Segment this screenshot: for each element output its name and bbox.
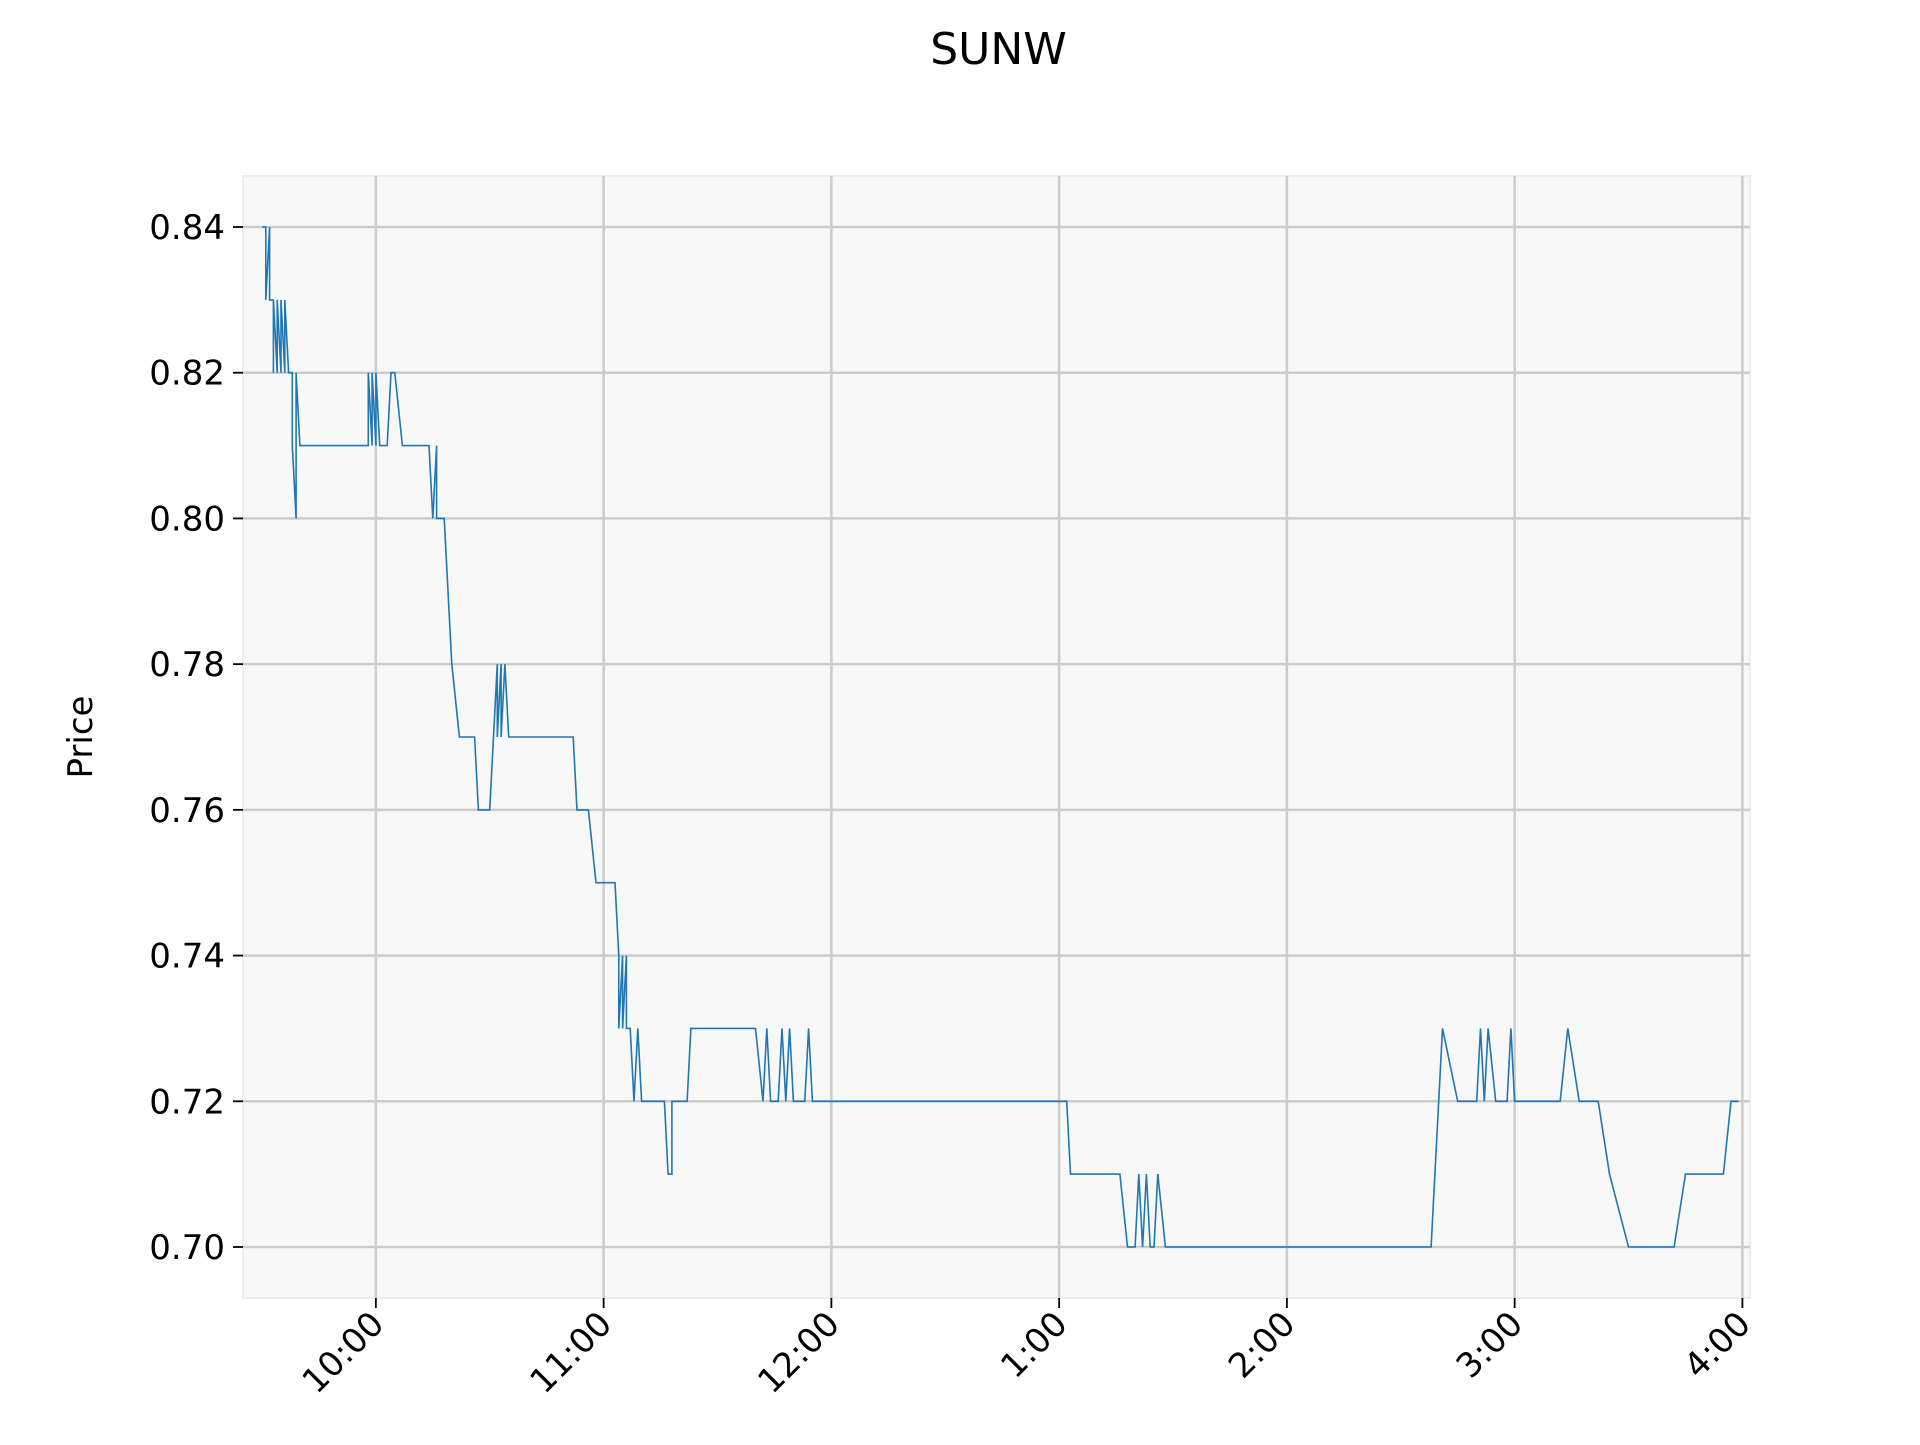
series-group — [262, 226, 1739, 1248]
y-tick-label: 0.82 — [149, 354, 225, 394]
y-tick-label: 0.80 — [149, 499, 225, 539]
y-axis-label: Price — [61, 696, 101, 779]
y-tick-label: 0.70 — [149, 1228, 225, 1268]
y-tick-label: 0.76 — [149, 791, 225, 831]
chart-title: SUNW — [930, 24, 1067, 75]
y-tick-label: 0.72 — [149, 1082, 225, 1122]
y-tick-label: 0.84 — [149, 208, 225, 248]
price-series-line — [262, 226, 1739, 1248]
y-tick-label: 0.74 — [149, 937, 225, 977]
y-tick-label: 0.78 — [149, 645, 225, 685]
grid — [243, 176, 1750, 1298]
